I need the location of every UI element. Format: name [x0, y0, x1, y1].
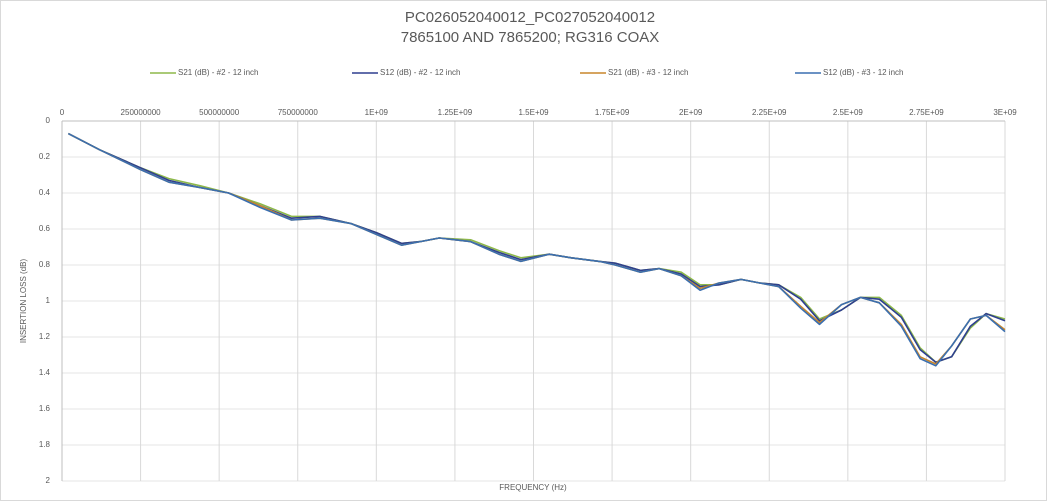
legend-label: S12 (dB) - #3 - 12 inch [823, 68, 903, 77]
y-tick-label: 0.4 [39, 188, 51, 197]
legend-label: S21 (dB) - #2 - 12 inch [178, 68, 258, 77]
x-tick-label: 3E+09 [993, 108, 1017, 117]
y-tick-label: 2 [46, 476, 51, 485]
x-tick-label: 250000000 [121, 108, 162, 117]
y-tick-label: 0.6 [39, 224, 51, 233]
legend-label: S21 (dB) - #3 - 12 inch [608, 68, 688, 77]
x-tick-label: 2E+09 [679, 108, 703, 117]
y-tick-label: 0.2 [39, 152, 51, 161]
x-tick-label: 1E+09 [365, 108, 389, 117]
x-tick-label: 1.5E+09 [518, 108, 549, 117]
y-tick-label: 1.8 [39, 440, 51, 449]
x-tick-label: 1.75E+09 [595, 108, 630, 117]
y-tick-label: 1.6 [39, 404, 51, 413]
y-tick-label: 0 [46, 116, 51, 125]
x-tick-label: 750000000 [278, 108, 319, 117]
y-tick-label: 1.4 [39, 368, 51, 377]
chart-subtitle: 7865100 AND 7865200; RG316 COAX [401, 29, 660, 46]
x-tick-label: 2.75E+09 [909, 108, 944, 117]
x-axis-label: FREQUENCY (Hz) [499, 483, 567, 492]
x-tick-label: 2.5E+09 [833, 108, 864, 117]
series-line [67, 132, 1006, 364]
y-tick-label: 0.8 [39, 260, 51, 269]
y-tick-label: 1 [46, 296, 51, 305]
series-line [67, 132, 1006, 367]
legend-label: S12 (dB) - #2 - 12 inch [380, 68, 460, 77]
x-tick-label: 1.25E+09 [438, 108, 473, 117]
y-tick-label: 1.2 [39, 332, 51, 341]
x-tick-label: 2.25E+09 [752, 108, 787, 117]
x-tick-label: 500000000 [199, 108, 240, 117]
y-axis-label: INSERTION LOSS (dB) [19, 259, 28, 344]
x-tick-label: 0 [60, 108, 65, 117]
chart-title: PC026052040012_PC027052040012 [405, 9, 655, 26]
